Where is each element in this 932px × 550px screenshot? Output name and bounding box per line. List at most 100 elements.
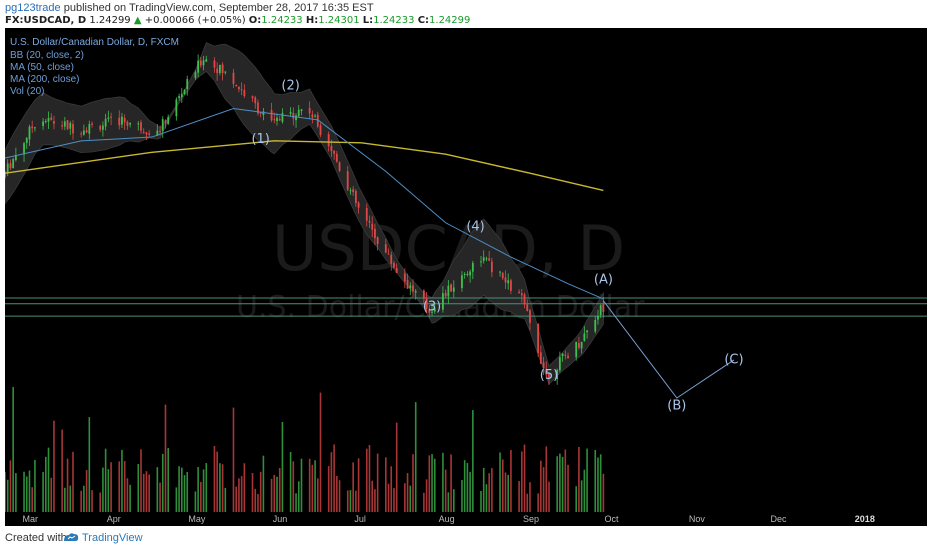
- volume-bar: [183, 475, 186, 512]
- candle-body: [384, 244, 387, 253]
- candle-body: [156, 130, 159, 136]
- volume-bar: [6, 479, 9, 512]
- candle-body: [433, 308, 436, 312]
- volume-bar: [91, 490, 93, 512]
- volume-bar: [202, 469, 205, 512]
- publish-line: pg123trade published on TradingView.com,…: [5, 2, 374, 14]
- wave-label: (3): [423, 299, 441, 314]
- candle-body: [542, 362, 545, 369]
- legend-ma200[interactable]: MA (200, close): [10, 74, 80, 85]
- candle-body: [597, 315, 599, 320]
- volume-bar: [107, 469, 110, 512]
- volume-bar: [529, 482, 531, 512]
- candle-body: [218, 64, 221, 74]
- volume-bar: [156, 467, 159, 512]
- candle-body: [578, 343, 580, 348]
- candle-body: [444, 292, 447, 297]
- volume-bar: [85, 470, 88, 512]
- volume-bar: [597, 457, 599, 512]
- close-label: C:: [417, 15, 430, 26]
- candle-body: [520, 293, 523, 296]
- volume-bar: [564, 449, 567, 512]
- published-text: published on TradingView.com, September …: [63, 2, 374, 14]
- candle-body: [118, 117, 121, 126]
- volume-bar: [594, 449, 597, 512]
- candle-body: [300, 109, 303, 111]
- volume-bar: [53, 420, 55, 512]
- candle-body: [102, 125, 104, 130]
- time-axis[interactable]: [5, 512, 927, 526]
- candle-body: [599, 305, 602, 315]
- close-value: 1.24299: [429, 15, 471, 26]
- volume-bar: [23, 471, 25, 512]
- candle-body: [47, 118, 50, 122]
- candle-body: [186, 79, 189, 90]
- volume-bar: [145, 471, 148, 512]
- volume-bar: [34, 459, 36, 512]
- candle-body: [199, 60, 202, 66]
- volume-bar: [159, 482, 161, 512]
- candle-body: [180, 94, 183, 98]
- candle-body: [31, 126, 34, 129]
- candle-body: [292, 112, 295, 119]
- volume-bar: [537, 493, 539, 512]
- volume-bar: [110, 462, 112, 512]
- wave-projection: [603, 300, 735, 399]
- candle-body: [330, 145, 333, 152]
- candle-body: [316, 114, 319, 127]
- candle-body: [72, 124, 74, 134]
- volume-bar: [404, 483, 406, 512]
- legend-bb[interactable]: BB (20, close, 2): [10, 50, 84, 61]
- candle-body: [14, 154, 17, 161]
- volume-bar: [376, 453, 379, 512]
- volume-bar: [333, 444, 335, 512]
- candle-body: [61, 125, 64, 127]
- candle-body: [126, 121, 129, 126]
- candle-body: [523, 294, 526, 305]
- volume-bar: [219, 463, 221, 512]
- candle-body: [335, 153, 338, 162]
- moving-averages: [5, 107, 604, 300]
- volume-bar: [140, 449, 142, 512]
- candle-body: [580, 341, 583, 349]
- candle-body: [371, 223, 374, 230]
- volume-bar: [540, 460, 542, 512]
- volume-bar: [510, 449, 512, 512]
- candle-body: [178, 96, 180, 99]
- candle-body: [273, 119, 276, 121]
- author-link[interactable]: pg123trade: [5, 2, 61, 14]
- candle-body: [278, 118, 281, 121]
- candle-body: [490, 261, 493, 273]
- candle-body: [575, 342, 578, 358]
- candle-body: [213, 60, 216, 68]
- candle-body: [529, 310, 531, 323]
- price-chart[interactable]: (1) (2) (3) (4) (5) (A) (B) (C): [5, 28, 927, 512]
- created-with-text: Created with: [5, 532, 67, 544]
- wave-label: (5): [540, 368, 558, 383]
- volume-bar: [83, 485, 85, 512]
- volume-bar: [69, 485, 72, 512]
- volume-bar: [186, 471, 189, 512]
- open-label: O:: [248, 15, 262, 26]
- volume-bar: [393, 488, 395, 512]
- volume-bar: [232, 407, 235, 512]
- candle-body: [104, 118, 107, 127]
- candle-body: [88, 124, 91, 134]
- candle-body: [447, 285, 450, 297]
- volume-bar: [385, 457, 387, 512]
- volume-bar: [281, 421, 284, 512]
- legend-vol[interactable]: Vol (20): [10, 86, 45, 97]
- volume-bar: [504, 472, 507, 512]
- candle-body: [365, 208, 368, 221]
- change-arrow-icon: ▲: [133, 15, 142, 26]
- candle-body: [91, 123, 93, 125]
- x-tick-label: Jun: [272, 514, 288, 524]
- volume-bar: [461, 480, 463, 512]
- candle-body: [469, 271, 472, 276]
- volume-bar: [15, 473, 17, 512]
- legend-ma50[interactable]: MA (50, close): [10, 62, 74, 73]
- volume-bar: [518, 481, 520, 512]
- tradingview-brand[interactable]: TradingView: [82, 532, 143, 544]
- volume-bar: [425, 479, 428, 512]
- candle-body: [368, 220, 371, 223]
